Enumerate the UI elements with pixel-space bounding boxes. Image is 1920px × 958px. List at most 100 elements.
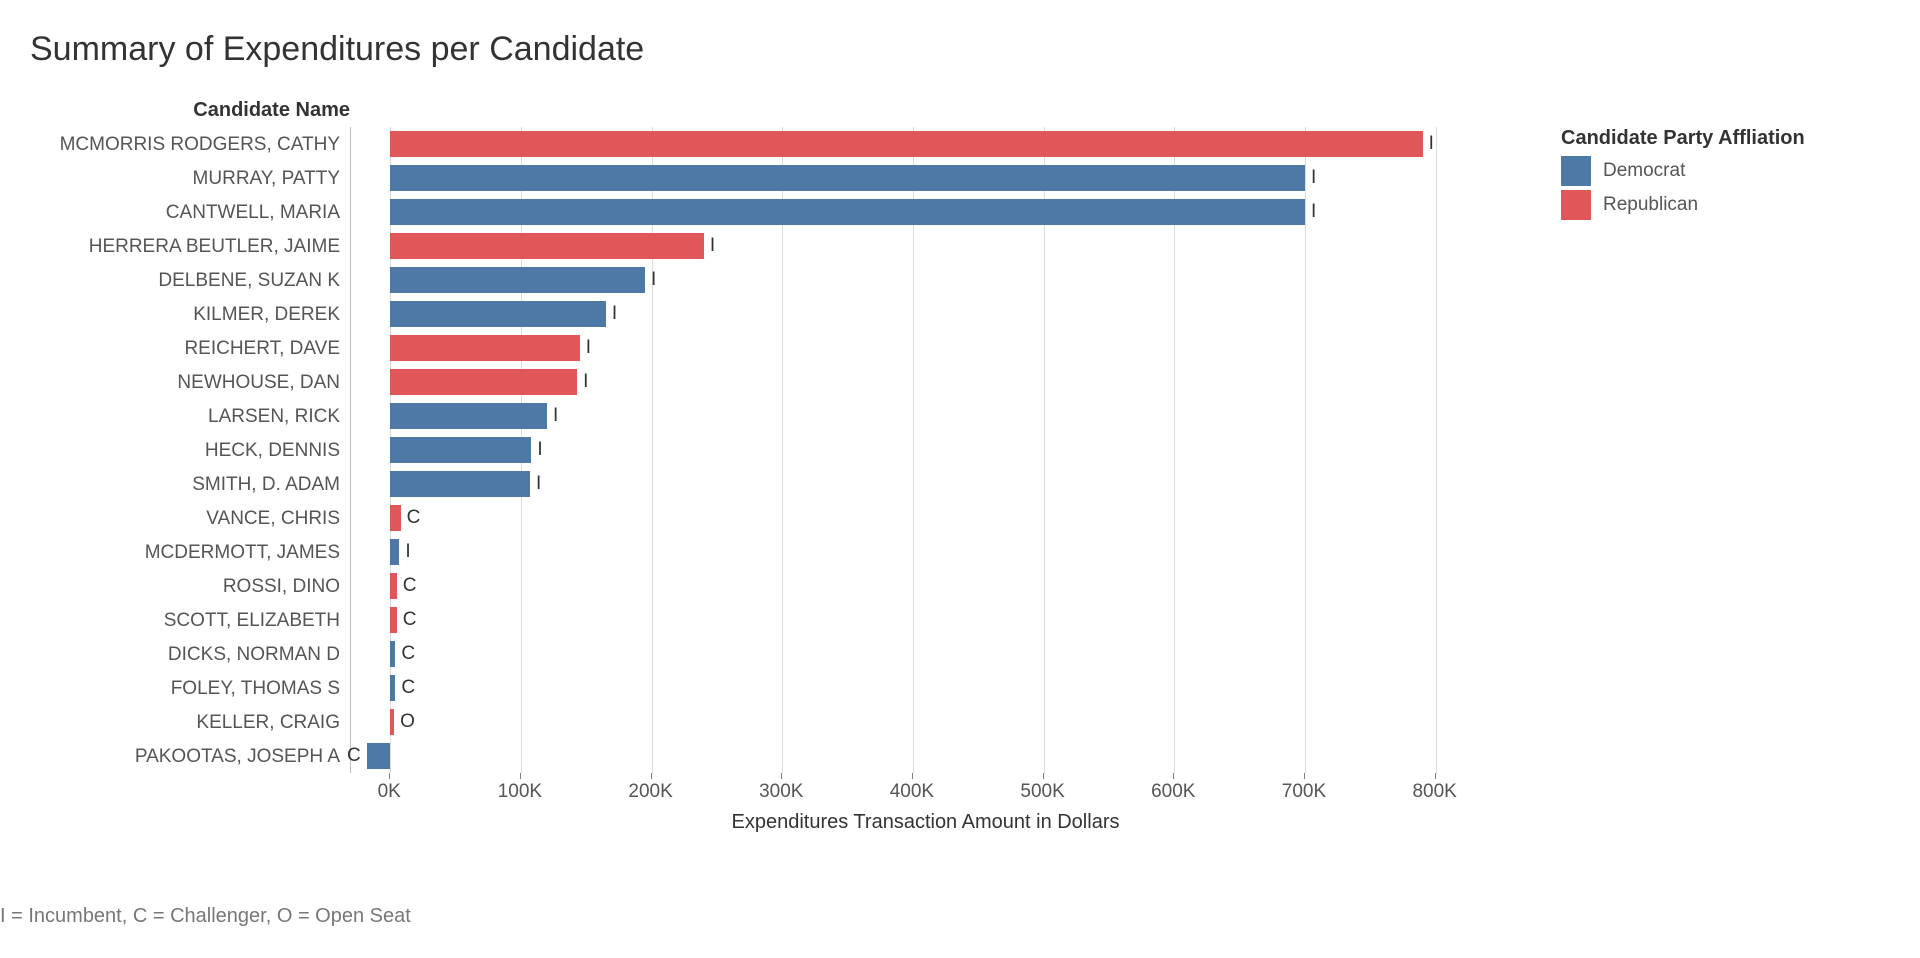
y-axis-label: REICHERT, DAVE bbox=[30, 332, 350, 366]
bar-row: I bbox=[351, 263, 1501, 297]
legend: Candidate Party Affliation Democrat Repub… bbox=[1561, 127, 1805, 224]
y-axis-label: KILMER, DEREK bbox=[30, 298, 350, 332]
bar[interactable] bbox=[390, 641, 395, 667]
footnote: I = Incumbent, C = Challenger, O = Open … bbox=[0, 905, 411, 928]
y-axis-title: Candidate Name bbox=[193, 99, 350, 122]
legend-item[interactable]: Republican bbox=[1561, 190, 1805, 220]
bar-marker-label: I bbox=[1311, 161, 1316, 195]
bar-marker-label: I bbox=[536, 467, 541, 501]
x-tick-mark bbox=[912, 773, 913, 779]
x-tick-mark bbox=[651, 773, 652, 779]
bar-row: C bbox=[351, 637, 1501, 671]
bar-marker-label: O bbox=[400, 705, 415, 739]
bar-row: C bbox=[351, 671, 1501, 705]
y-axis-label: DELBENE, SUZAN K bbox=[30, 264, 350, 298]
bar-marker-label: I bbox=[583, 365, 588, 399]
legend-item[interactable]: Democrat bbox=[1561, 156, 1805, 186]
chart-wrap: Candidate Name MCMORRIS RODGERS, CATHYMU… bbox=[30, 99, 1890, 834]
legend-item-label: Democrat bbox=[1603, 160, 1685, 182]
bar-marker-label: C bbox=[407, 501, 421, 535]
x-tick-label: 400K bbox=[890, 781, 934, 803]
bar[interactable] bbox=[390, 199, 1305, 225]
bar[interactable] bbox=[390, 471, 530, 497]
y-axis: Candidate Name MCMORRIS RODGERS, CATHYMU… bbox=[30, 99, 350, 774]
bar-row: C bbox=[351, 501, 1501, 535]
bar-marker-label: C bbox=[403, 569, 417, 603]
bar-marker-label: I bbox=[710, 229, 715, 263]
page: Summary of Expenditures per Candidate Ca… bbox=[0, 0, 1920, 958]
bar-marker-label: I bbox=[612, 297, 617, 331]
y-axis-label: MURRAY, PATTY bbox=[30, 162, 350, 196]
y-axis-label: HERRERA BEUTLER, JAIME bbox=[30, 230, 350, 264]
bar-row: I bbox=[351, 297, 1501, 331]
legend-title: Candidate Party Affliation bbox=[1561, 127, 1805, 150]
plot-area: IIIIIIIIIIICICCCCOC bbox=[350, 127, 1501, 773]
bar-row: I bbox=[351, 535, 1501, 569]
legend-swatch bbox=[1561, 156, 1591, 186]
x-tick-mark bbox=[1043, 773, 1044, 779]
chart-title: Summary of Expenditures per Candidate bbox=[30, 30, 1890, 69]
y-axis-label: MCDERMOTT, JAMES bbox=[30, 536, 350, 570]
bar-marker-label: C bbox=[403, 603, 417, 637]
y-axis-label: PAKOOTAS, JOSEPH A bbox=[30, 740, 350, 774]
bar[interactable] bbox=[390, 539, 399, 565]
x-tick-label: 0K bbox=[378, 781, 401, 803]
bar-marker-label: C bbox=[401, 637, 415, 671]
bar-row: I bbox=[351, 399, 1501, 433]
legend-items: Democrat Republican bbox=[1561, 156, 1805, 220]
x-axis-title: Expenditures Transaction Amount in Dolla… bbox=[350, 811, 1501, 834]
legend-swatch bbox=[1561, 190, 1591, 220]
bar[interactable] bbox=[390, 301, 606, 327]
y-axis-label: DICKS, NORMAN D bbox=[30, 638, 350, 672]
bar[interactable] bbox=[390, 505, 400, 531]
y-axis-label: SMITH, D. ADAM bbox=[30, 468, 350, 502]
bar[interactable] bbox=[390, 607, 397, 633]
bar-marker-label: I bbox=[586, 331, 591, 365]
y-axis-label: SCOTT, ELIZABETH bbox=[30, 604, 350, 638]
bar[interactable] bbox=[390, 437, 531, 463]
bar-marker-label: C bbox=[401, 671, 415, 705]
bar[interactable] bbox=[390, 573, 397, 599]
bar-row: I bbox=[351, 331, 1501, 365]
y-axis-label: LARSEN, RICK bbox=[30, 400, 350, 434]
bar-row: I bbox=[351, 195, 1501, 229]
y-axis-label: MCMORRIS RODGERS, CATHY bbox=[30, 128, 350, 162]
x-tick-label: 100K bbox=[498, 781, 542, 803]
plot-block: IIIIIIIIIIICICCCCOC 0K100K200K300K400K50… bbox=[350, 99, 1501, 834]
bar-row: I bbox=[351, 127, 1501, 161]
bar-row: I bbox=[351, 365, 1501, 399]
bar[interactable] bbox=[390, 267, 645, 293]
x-tick-label: 800K bbox=[1412, 781, 1456, 803]
bar-row: C bbox=[351, 569, 1501, 603]
bar-marker-label: I bbox=[651, 263, 656, 297]
bar[interactable] bbox=[390, 131, 1422, 157]
y-axis-labels: MCMORRIS RODGERS, CATHYMURRAY, PATTYCANT… bbox=[30, 128, 350, 774]
bar-marker-label: I bbox=[1429, 127, 1434, 161]
x-tick-label: 300K bbox=[759, 781, 803, 803]
bar[interactable] bbox=[390, 675, 395, 701]
bar-row: I bbox=[351, 161, 1501, 195]
y-axis-label: NEWHOUSE, DAN bbox=[30, 366, 350, 400]
x-tick-mark bbox=[520, 773, 521, 779]
bar-row: I bbox=[351, 433, 1501, 467]
bar[interactable] bbox=[390, 165, 1305, 191]
y-axis-label: KELLER, CRAIG bbox=[30, 706, 350, 740]
bar[interactable] bbox=[390, 369, 577, 395]
bar[interactable] bbox=[390, 335, 579, 361]
bar[interactable] bbox=[390, 709, 394, 735]
legend-item-label: Republican bbox=[1603, 194, 1698, 216]
y-axis-label: ROSSI, DINO bbox=[30, 570, 350, 604]
x-axis-ticks: 0K100K200K300K400K500K600K700K800K bbox=[350, 773, 1500, 803]
bar[interactable] bbox=[367, 743, 391, 769]
x-tick-mark bbox=[1304, 773, 1305, 779]
y-axis-label: HECK, DENNIS bbox=[30, 434, 350, 468]
x-tick-label: 600K bbox=[1151, 781, 1195, 803]
bar-marker-label: I bbox=[553, 399, 558, 433]
bar-row: O bbox=[351, 705, 1501, 739]
y-axis-label: FOLEY, THOMAS S bbox=[30, 672, 350, 706]
x-tick-mark bbox=[1435, 773, 1436, 779]
bar-marker-label: I bbox=[1311, 195, 1316, 229]
bar[interactable] bbox=[390, 403, 547, 429]
bar[interactable] bbox=[390, 233, 704, 259]
x-tick-mark bbox=[781, 773, 782, 779]
